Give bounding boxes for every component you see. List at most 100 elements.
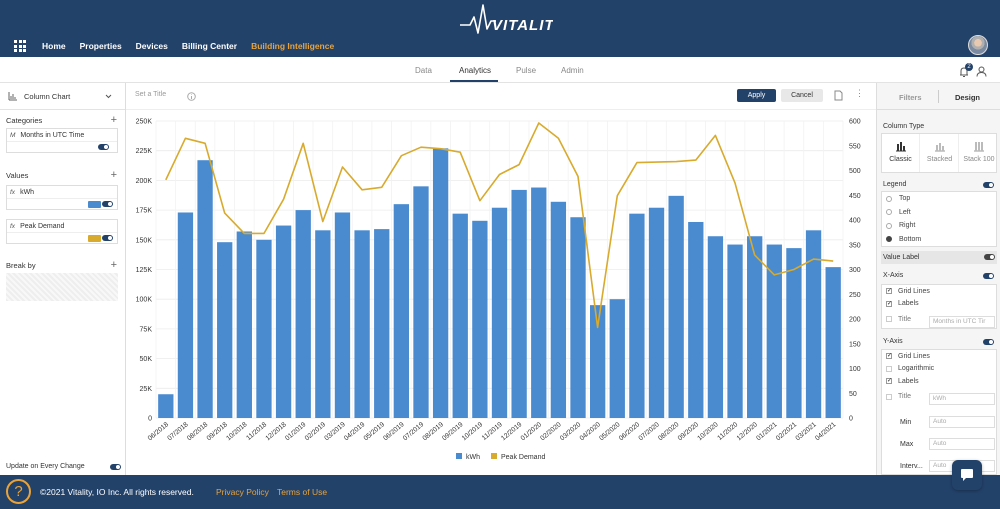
bar-kwh[interactable] <box>531 187 547 418</box>
tab-data[interactable]: Data <box>415 66 432 75</box>
info-icon[interactable] <box>187 92 196 101</box>
legend-label[interactable]: kWh <box>466 454 480 461</box>
bar-kwh[interactable] <box>256 239 272 418</box>
yaxis-max-input[interactable]: Auto <box>929 438 995 450</box>
tab-admin[interactable]: Admin <box>561 66 584 75</box>
update-every-change-toggle[interactable] <box>110 464 121 470</box>
column-type-stack100[interactable]: Stack 100 <box>960 134 998 172</box>
export-icon[interactable] <box>834 90 843 101</box>
bar-kwh[interactable] <box>315 230 331 418</box>
bar-kwh[interactable] <box>707 236 724 418</box>
bar-kwh[interactable] <box>648 207 665 418</box>
bar-kwh[interactable] <box>432 148 449 418</box>
tab-pulse[interactable]: Pulse <box>516 66 537 75</box>
bar-kwh[interactable] <box>668 195 684 418</box>
terms-of-use-link[interactable]: Terms of Use <box>277 487 328 497</box>
legend-bottom-radio[interactable]: Bottom <box>882 233 996 247</box>
bar-kwh[interactable] <box>629 213 645 418</box>
add-breakby-button[interactable]: + <box>110 259 117 271</box>
legend-toggle[interactable] <box>983 182 994 188</box>
bar-kwh[interactable] <box>334 212 351 418</box>
bar-kwh[interactable] <box>825 267 841 418</box>
field-toggle[interactable] <box>102 235 113 241</box>
bar-kwh[interactable] <box>413 186 429 418</box>
legend-right-radio[interactable]: Right <box>882 219 996 233</box>
yaxis-labels-checkbox[interactable]: ✓ Labels <box>886 377 919 385</box>
apply-button[interactable]: Apply <box>737 89 776 102</box>
chat-button[interactable] <box>952 460 982 490</box>
bar-kwh[interactable] <box>550 201 567 418</box>
bar-kwh[interactable] <box>570 217 586 418</box>
privacy-policy-link[interactable]: Privacy Policy <box>216 487 269 497</box>
nav-home[interactable]: Home <box>42 41 66 51</box>
bar-kwh[interactable] <box>727 244 743 418</box>
add-category-button[interactable]: + <box>110 114 117 126</box>
bar-kwh[interactable] <box>805 230 822 418</box>
value-label-toggle[interactable] <box>984 254 995 260</box>
value-field-kwh[interactable]: fx kWh <box>6 185 118 210</box>
bar-kwh[interactable] <box>354 230 370 418</box>
tab-analytics[interactable]: Analytics <box>459 66 492 75</box>
yaxis-grid-checkbox[interactable]: ✓ Grid Lines <box>886 352 930 360</box>
legend-label[interactable]: Peak Demand <box>501 454 545 461</box>
yaxis-title-input[interactable]: kWh <box>929 393 995 405</box>
category-field-months[interactable]: M Months in UTC Time <box>6 128 118 153</box>
xaxis-title-input[interactable]: Months in UTC Tir <box>929 316 995 328</box>
bar-kwh[interactable] <box>217 242 233 418</box>
xaxis-grid-checkbox[interactable]: ✓ Grid Lines <box>886 287 930 295</box>
field-toggle[interactable] <box>98 144 109 150</box>
yaxis-log-checkbox[interactable]: Logarithmic <box>882 363 996 376</box>
bar-kwh[interactable] <box>295 210 311 418</box>
nav-properties[interactable]: Properties <box>79 41 122 51</box>
bar-kwh[interactable] <box>609 299 625 418</box>
series-color-swatch[interactable] <box>88 201 101 208</box>
column-type-classic[interactable]: Classic <box>882 134 920 172</box>
avatar[interactable] <box>968 35 988 55</box>
bar-kwh[interactable] <box>236 231 252 418</box>
column-type-stacked[interactable]: Stacked <box>921 134 959 172</box>
bar-kwh[interactable] <box>688 221 704 418</box>
more-options-icon[interactable]: ⋮ <box>855 88 864 98</box>
breakby-dropzone[interactable] <box>6 273 118 301</box>
bar-kwh[interactable] <box>511 189 527 418</box>
value-field-peak-demand[interactable]: fx Peak Demand <box>6 219 118 244</box>
nav-billing-center[interactable]: Billing Center <box>181 41 238 51</box>
line-peak-demand[interactable] <box>165 122 834 329</box>
legend-top-radio[interactable]: Top <box>882 192 996 206</box>
bar-kwh[interactable] <box>177 212 194 418</box>
bar-kwh[interactable] <box>275 225 292 418</box>
legend-left-radio[interactable]: Left <box>882 206 996 220</box>
active-tab-indicator <box>450 80 498 82</box>
help-button[interactable]: ? <box>6 479 31 504</box>
xaxis-labels-checkbox[interactable]: ✓ Labels <box>886 300 919 308</box>
chart-title-input[interactable]: Set a Title <box>135 91 167 98</box>
tab-filters[interactable]: Filters <box>899 93 922 102</box>
cancel-button[interactable]: Cancel <box>781 89 823 102</box>
nav-building-intelligence[interactable]: Building Intelligence <box>251 41 335 51</box>
yaxis-toggle[interactable] <box>983 339 994 345</box>
bar-kwh[interactable] <box>452 213 468 418</box>
chart-type-select[interactable]: Column Chart <box>0 83 125 110</box>
bar-kwh[interactable] <box>491 207 508 418</box>
bar-kwh[interactable] <box>197 160 213 419</box>
bar-kwh[interactable] <box>766 244 782 418</box>
bar-kwh[interactable] <box>589 305 606 418</box>
xaxis-title-checkbox[interactable]: Title <box>882 310 996 328</box>
user-icon[interactable] <box>976 66 987 77</box>
apps-grid-icon[interactable] <box>14 40 26 52</box>
bar-kwh[interactable] <box>374 229 390 418</box>
nav-devices[interactable]: Devices <box>135 41 168 51</box>
vitality-logo[interactable]: VITALITY <box>448 3 553 37</box>
bar-kwh[interactable] <box>786 248 802 418</box>
field-toggle[interactable] <box>102 201 113 207</box>
yaxis-min-input[interactable]: Auto <box>929 416 995 428</box>
yaxis-title-checkbox[interactable]: Title <box>882 388 996 406</box>
bar-kwh[interactable] <box>747 236 763 418</box>
bar-kwh[interactable] <box>393 204 410 418</box>
xaxis-toggle[interactable] <box>983 273 994 279</box>
bar-kwh[interactable] <box>158 394 174 418</box>
bar-kwh[interactable] <box>472 220 488 418</box>
tab-design[interactable]: Design <box>955 93 981 102</box>
series-color-swatch[interactable] <box>88 235 101 242</box>
add-value-button[interactable]: + <box>110 169 117 181</box>
